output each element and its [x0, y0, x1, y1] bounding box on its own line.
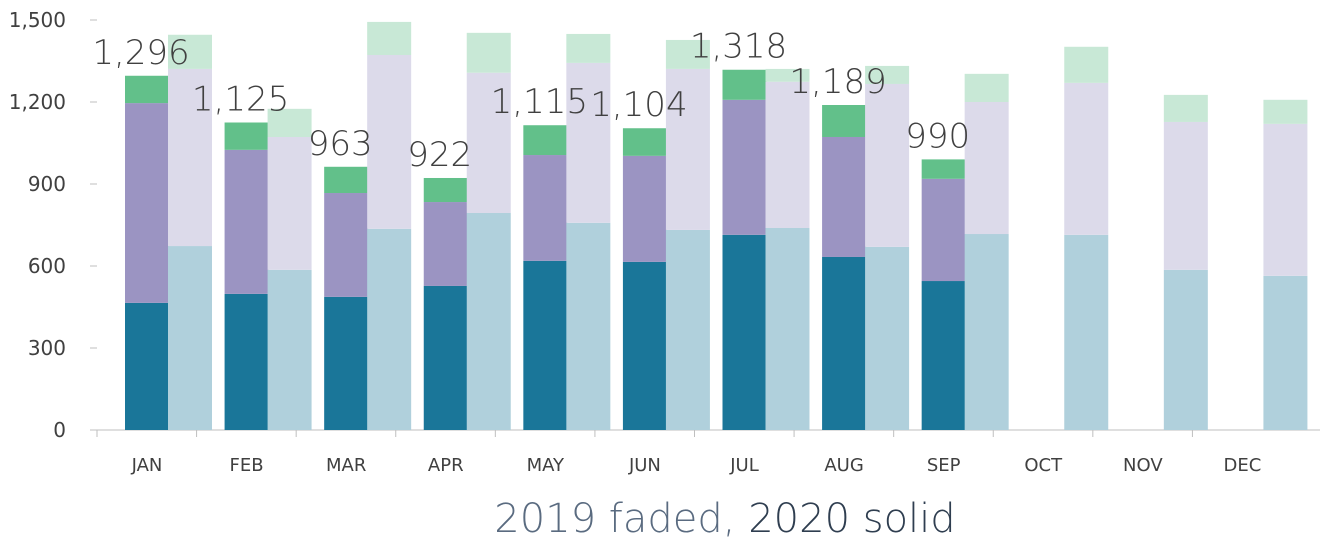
x-tick-label: JAN — [131, 455, 163, 476]
faded-bar-segment — [1163, 269, 1208, 430]
faded-bar-segment — [1163, 121, 1208, 270]
solid-bar-segment — [523, 155, 568, 261]
y-tick-label: 600 — [28, 254, 66, 278]
faded-bar-segment — [1064, 46, 1109, 83]
faded-bar-segment — [1263, 99, 1308, 124]
solid-bar-segment — [822, 256, 867, 430]
faded-bar-segment — [1263, 123, 1308, 276]
solid-bar-segment — [125, 75, 169, 104]
caption-faded: 2019 faded, — [494, 496, 735, 542]
solid-bar-segment — [822, 136, 867, 257]
faded-bar-segment — [168, 68, 212, 247]
total-label: 1,104 — [590, 85, 687, 125]
faded-bar-segment — [765, 68, 810, 82]
y-tick-label: 300 — [28, 336, 66, 360]
solid-bar-segment — [921, 178, 966, 282]
total-label: 922 — [407, 135, 472, 175]
x-tick-label: SEP — [927, 455, 961, 476]
solid-bar-segment — [523, 125, 568, 156]
solid-bar-segment — [224, 293, 269, 430]
faded-bar-segment — [1263, 275, 1308, 430]
x-tick-label: MAY — [527, 455, 565, 476]
x-tick-label: MAR — [326, 455, 366, 476]
faded-bar-segment — [964, 73, 1009, 102]
faded-bar-segment — [665, 68, 710, 230]
y-tick-label: 1,200 — [9, 90, 66, 114]
faded-bar-segment — [367, 228, 412, 430]
faded-bar-segment — [367, 21, 412, 55]
faded-bar-segment — [1163, 94, 1208, 122]
solid-bar-segment — [622, 155, 667, 262]
solid-bar-segment — [423, 285, 468, 430]
faded-bar-segment — [466, 32, 511, 73]
solid-bar-segment — [622, 261, 667, 430]
faded-bar-segment — [865, 83, 910, 247]
faded-bar-segment — [566, 62, 611, 223]
y-tick-label: 900 — [28, 172, 66, 196]
solid-bar-segment — [921, 159, 966, 179]
solid-bar-segment — [523, 260, 568, 430]
faded-bar-segment — [267, 136, 312, 270]
x-tick-label: NOV — [1123, 455, 1163, 476]
faded-bar-segment — [665, 39, 710, 69]
faded-bar-segment — [168, 246, 212, 430]
faded-bar-segment — [865, 65, 910, 84]
solid-bar-segment — [423, 177, 468, 203]
faded-bar-segment — [466, 72, 511, 213]
solid-bar-segment — [125, 103, 169, 303]
faded-bar-segment — [168, 34, 212, 69]
x-tick-label: OCT — [1024, 455, 1063, 476]
faded-bar-segment — [665, 229, 710, 430]
solid-bar-segment — [224, 122, 269, 150]
solid-bar-segment — [324, 166, 369, 194]
total-label: 1,296 — [92, 33, 189, 73]
solid-bar-segment — [423, 202, 468, 286]
solid-bar-segment — [324, 296, 369, 430]
faded-bar-segment — [865, 246, 910, 430]
solid-bar-segment — [324, 193, 369, 297]
faded-bar-segment — [566, 222, 611, 430]
solid-bar-segment — [224, 149, 269, 294]
y-tick-label: 1,500 — [9, 8, 66, 32]
x-tick-label: DEC — [1224, 455, 1262, 476]
solid-bar-segment — [722, 99, 767, 235]
caption: 2019 faded, 2020 solid — [494, 496, 955, 542]
solid-bar-segment — [622, 128, 667, 156]
solid-bar-segment — [921, 281, 966, 430]
total-label: 1,318 — [690, 27, 787, 67]
x-tick-label: JUL — [729, 455, 759, 476]
x-tick-label: APR — [428, 455, 464, 476]
faded-bar-segment — [367, 54, 412, 229]
total-label: 1,115 — [491, 82, 588, 122]
faded-bar-segment — [267, 108, 312, 137]
x-tick-label: JUN — [628, 455, 661, 476]
faded-bar-segment — [466, 212, 511, 430]
faded-bar-segment — [964, 234, 1009, 430]
faded-bar-segment — [1064, 82, 1109, 235]
x-tick-label: FEB — [230, 455, 264, 476]
solid-bar-segment — [722, 69, 767, 100]
y-tick-label: 0 — [53, 418, 66, 442]
faded-bar-segment — [1064, 234, 1109, 430]
faded-bar-segment — [765, 228, 810, 430]
faded-bar-segment — [765, 81, 810, 229]
faded-bar-segment — [267, 269, 312, 430]
caption-solid: 2020 solid — [748, 496, 955, 542]
total-label: 963 — [308, 124, 373, 164]
solid-bar-segment — [722, 234, 767, 430]
x-tick-label: AUG — [824, 455, 863, 476]
total-label: 1,125 — [192, 80, 289, 120]
total-label: 1,189 — [789, 62, 886, 102]
faded-bar-segment — [566, 33, 611, 63]
solid-bar-segment — [125, 302, 169, 430]
faded-bar-segment — [964, 102, 1009, 235]
solid-bar-segment — [822, 105, 867, 137]
total-label: 990 — [905, 116, 970, 156]
